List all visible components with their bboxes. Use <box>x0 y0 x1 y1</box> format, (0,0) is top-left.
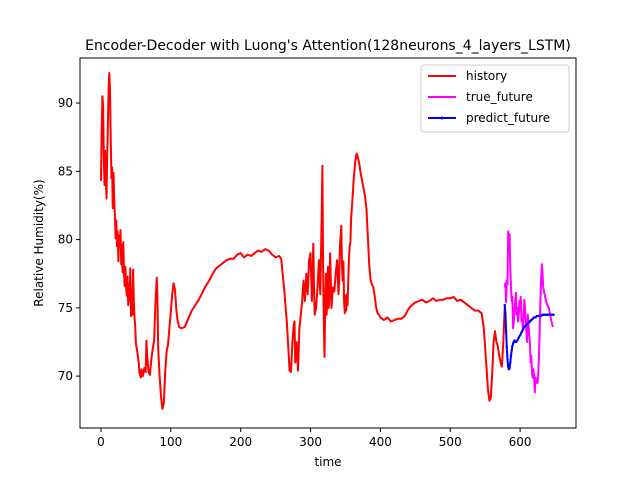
predict-point <box>508 366 511 370</box>
predict-point <box>518 334 522 337</box>
legend: history true_future predict_future <box>420 64 570 133</box>
x-tick-label: 0 <box>97 435 105 449</box>
x-tick-label: 300 <box>299 435 322 449</box>
predict-point <box>504 312 507 315</box>
legend-marker <box>440 116 444 120</box>
predict-point <box>503 303 506 307</box>
series-line-true_future <box>503 230 554 394</box>
predict-point <box>506 358 509 361</box>
predict-point <box>509 354 513 357</box>
predict-point <box>511 344 514 348</box>
y-axis: 70 75 80 85 90 <box>58 96 80 383</box>
legend-label-history: history <box>466 69 507 83</box>
predict-point <box>521 328 525 331</box>
series-line-history <box>100 72 506 410</box>
predict-point <box>516 339 519 342</box>
predict-point <box>504 329 508 333</box>
y-tick-label: 75 <box>58 301 73 315</box>
x-axis: 0 100 200 300 400 500 600 <box>97 428 532 449</box>
x-tick-label: 500 <box>439 435 462 449</box>
predict-point <box>517 336 520 340</box>
predict-point <box>552 313 555 316</box>
legend-box <box>420 64 570 133</box>
y-tick-label: 90 <box>58 96 73 110</box>
y-axis-label: Relative Humidity(%) <box>32 179 46 306</box>
y-tick-label: 85 <box>58 164 73 178</box>
plot-frame <box>79 57 577 429</box>
legend-label-predict_future: predict_future <box>466 111 550 125</box>
x-tick-label: 400 <box>369 435 392 449</box>
y-tick-label: 80 <box>58 233 73 247</box>
x-tick-label: 100 <box>159 435 182 449</box>
x-tick-label: 200 <box>229 435 252 449</box>
predict-point <box>505 346 508 349</box>
predict-point <box>509 361 512 364</box>
x-axis-label: time <box>314 455 341 469</box>
predict-point <box>520 331 523 334</box>
x-tick-label: 600 <box>509 435 532 449</box>
legend-label-true_future: true_future <box>466 90 533 104</box>
chart-title: Encoder-Decoder with Luong's Attention(1… <box>85 38 571 54</box>
y-tick-label: 70 <box>58 369 73 383</box>
predict-point <box>510 349 513 352</box>
series-layer <box>100 72 555 410</box>
